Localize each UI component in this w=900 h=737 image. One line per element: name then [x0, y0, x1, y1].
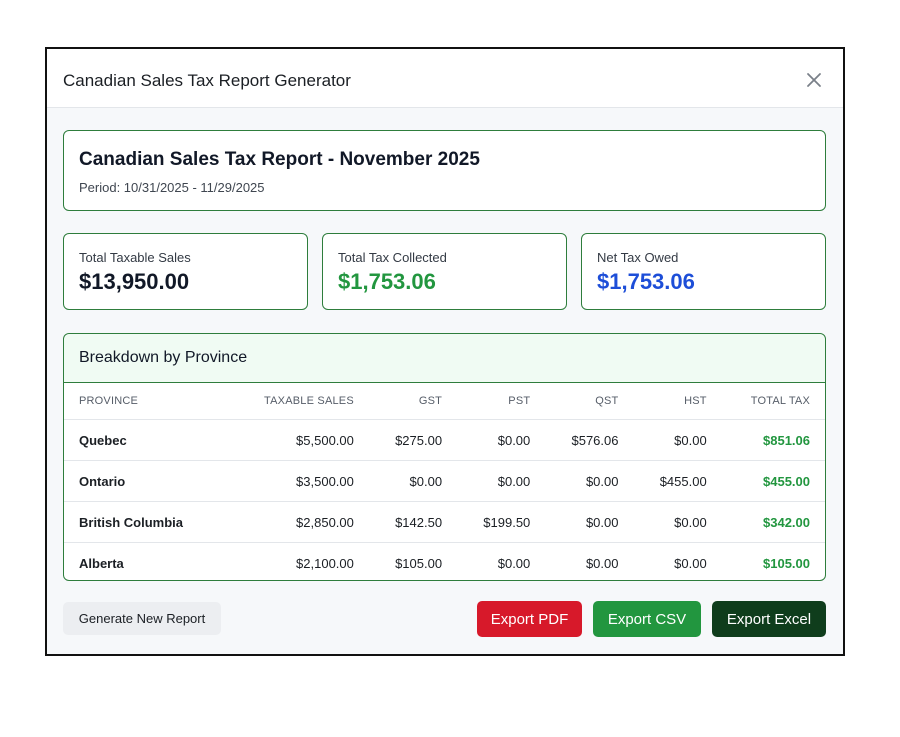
modal-title: Canadian Sales Tax Report Generator [63, 71, 351, 90]
stat-total-tax-collected: Total Tax Collected $1,753.06 [322, 233, 567, 310]
cell-qst: $0.00 [545, 501, 634, 543]
column-header-qst: QST [545, 383, 634, 420]
column-header-gst: GST [368, 383, 458, 420]
cell-qst: $0.00 [585, 555, 619, 571]
table-row: Quebec $5,500.00 $275.00 $0.00 $576.06 $… [64, 419, 825, 461]
column-header-hst: HST [633, 383, 722, 420]
export-excel-button[interactable]: Export Excel [712, 601, 826, 637]
cell-total-tax: $455.00 [721, 460, 825, 502]
cell-qst: $576.06 [545, 419, 634, 461]
cell-qst: $0.00 [545, 460, 634, 502]
stat-net-tax-owed: Net Tax Owed $1,753.06 [581, 233, 826, 310]
cell-hst: $0.00 [633, 419, 722, 461]
cell-pst: $199.50 [457, 501, 546, 543]
cell-taxable-sales: $5,500.00 [228, 419, 369, 461]
province-breakdown-card: Breakdown by Province Province Taxable S… [63, 333, 826, 581]
stat-label: Total Taxable Sales [79, 250, 191, 265]
cell-gst: $142.50 [368, 501, 458, 543]
report-title: Canadian Sales Tax Report - November 202… [79, 149, 480, 170]
generate-new-report-button[interactable]: Generate New Report [63, 602, 221, 635]
breakdown-header: Breakdown by Province [64, 334, 825, 383]
cell-taxable-sales: $2,850.00 [228, 501, 369, 543]
report-period: Period: 10/31/2025 - 11/29/2025 [79, 180, 265, 195]
cell-pst: $0.00 [457, 419, 546, 461]
stats-row: Total Taxable Sales $13,950.00 Total Tax… [63, 233, 826, 310]
cell-province: British Columbia [64, 501, 229, 543]
export-csv-button[interactable]: Export CSV [593, 601, 701, 637]
stat-value: $13,950.00 [79, 269, 190, 294]
stat-total-taxable-sales: Total Taxable Sales $13,950.00 [63, 233, 308, 310]
cell-total-tax: $851.06 [721, 419, 825, 461]
cell-hst: $0.00 [633, 501, 722, 543]
cell-hst: $0.00 [674, 555, 707, 571]
table-row: Alberta $2,100.00 $105.00 $0.00 $0.00 $0… [64, 543, 825, 581]
cell-province: Quebec [64, 419, 229, 461]
cell-province: Alberta [79, 555, 124, 571]
table-row: British Columbia $2,850.00 $142.50 $199.… [64, 501, 825, 543]
export-pdf-button[interactable]: Export PDF [477, 601, 582, 637]
cell-total-tax: $105.00 [763, 555, 810, 571]
cell-hst: $455.00 [633, 460, 722, 502]
modal-footer: Generate New Report Export PDF Export CS… [63, 601, 826, 637]
cell-total-tax: $342.00 [721, 501, 825, 543]
cell-gst: $105.00 [395, 555, 443, 571]
table-header-row: Province Taxable Sales GST PST QST HST T… [64, 383, 825, 420]
column-header-pst: PST [457, 383, 546, 420]
stat-value: $1,753.06 [338, 269, 436, 294]
column-header-province: Province [64, 383, 229, 420]
column-header-total-tax: Total Tax [721, 383, 825, 420]
stat-value: $1,753.06 [597, 269, 695, 294]
close-button[interactable] [805, 71, 823, 89]
table-row: Ontario $3,500.00 $0.00 $0.00 $0.00 $455… [64, 460, 825, 502]
cell-gst: $275.00 [368, 419, 458, 461]
cell-province: Ontario [64, 460, 229, 502]
column-header-taxable-sales: Taxable Sales [228, 383, 369, 420]
breakdown-title: Breakdown by Province [79, 349, 248, 366]
stat-label: Total Tax Collected [338, 250, 447, 265]
cell-taxable-sales: $3,500.00 [228, 460, 369, 502]
cell-pst: $0.00 [457, 460, 546, 502]
modal-header: Canadian Sales Tax Report Generator [47, 49, 843, 108]
cell-taxable-sales: $2,100.00 [296, 555, 354, 571]
cell-gst: $0.00 [368, 460, 458, 502]
province-table: Province Taxable Sales GST PST QST HST T… [64, 383, 825, 581]
close-icon [807, 73, 821, 87]
modal-content: Canadian Sales Tax Report - November 202… [63, 130, 826, 581]
stat-label: Net Tax Owed [597, 250, 679, 265]
report-summary-card: Canadian Sales Tax Report - November 202… [63, 130, 826, 211]
cell-pst: $0.00 [497, 555, 531, 571]
report-modal: Canadian Sales Tax Report Generator Cana… [45, 47, 845, 656]
